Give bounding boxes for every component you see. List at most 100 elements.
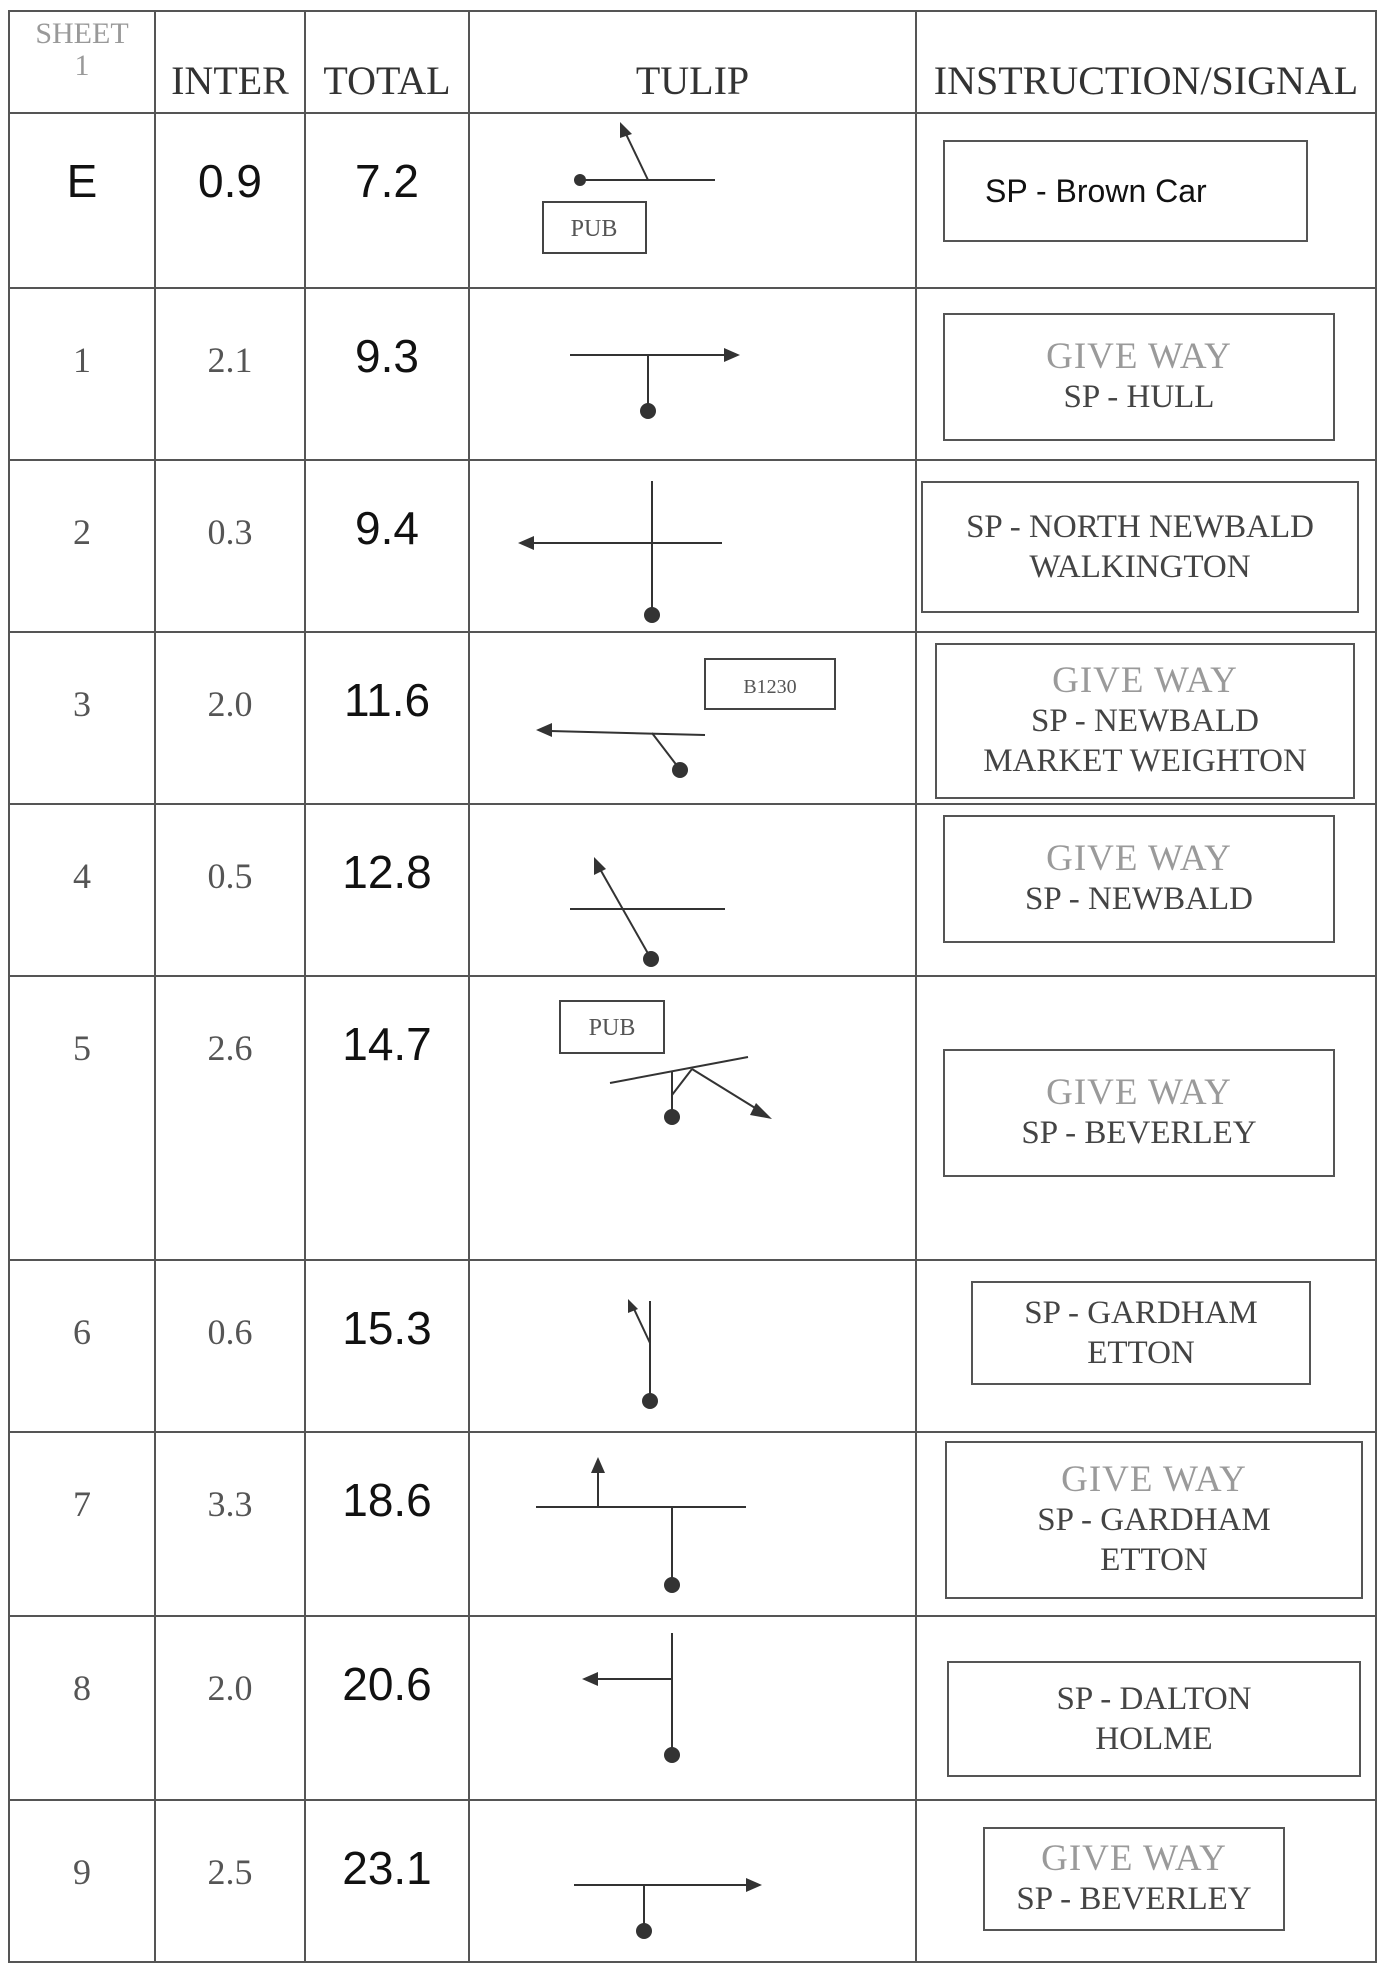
instruction-line: SP - DALTON	[1056, 1681, 1252, 1717]
instruction-cell: SP - GARDHAM ETTON	[915, 1259, 1377, 1433]
tulip-diagram	[518, 481, 722, 623]
instruction-line: SP - BEVERLEY	[1021, 1115, 1257, 1151]
instruction-box: GIVE WAY SP - NEWBALD	[943, 815, 1335, 943]
inter-value: 0.9	[198, 155, 262, 207]
total-header: TOTAL	[304, 10, 470, 114]
step-value: 8	[73, 1668, 91, 1708]
step-cell: E	[8, 112, 156, 289]
total-value: 12.8	[342, 846, 432, 898]
instruction-line: SP - GARDHAM	[1024, 1295, 1258, 1331]
inter-value: 0.3	[207, 512, 253, 552]
sign-label: PUB	[589, 1015, 636, 1041]
give-way-label: GIVE WAY	[1052, 660, 1238, 701]
table-row: 1 2.1 9.3 GIVE WAY SP - HULL	[8, 287, 1377, 461]
table-row: E 0.9 7.2 PUB SP - Brown Car	[8, 112, 1377, 289]
tulip-cell	[468, 803, 917, 977]
instruction-line: SP - NEWBALD	[1031, 703, 1259, 739]
tulip-cell: PUB	[468, 975, 917, 1261]
inter-cell: 0.6	[154, 1259, 306, 1433]
instruction-line: MARKET WEIGHTON	[983, 743, 1307, 779]
tulip-diagram	[628, 1299, 658, 1409]
table-row: 8 2.0 20.6 SP - DALTON HOLME	[8, 1615, 1377, 1801]
inter-value: 2.6	[207, 1028, 253, 1068]
step-value: 2	[73, 512, 91, 552]
total-value: 18.6	[342, 1474, 432, 1526]
table-row: 9 2.5 23.1 GIVE WAY SP - BEVERLEY	[8, 1799, 1377, 1963]
total-value: 11.6	[343, 674, 431, 726]
instruction-box: GIVE WAY SP - BEVERLEY	[983, 1827, 1285, 1931]
table-row: 5 2.6 14.7 PUB GIVE WAY SP - BEVE	[8, 975, 1377, 1261]
step-cell: 1	[8, 287, 156, 461]
instruction-line: SP - BEVERLEY	[1016, 1881, 1252, 1917]
instruction-cell: GIVE WAY SP - BEVERLEY	[915, 975, 1377, 1261]
step-cell: 2	[8, 459, 156, 633]
inter-cell: 2.1	[154, 287, 306, 461]
instruction-cell: GIVE WAY SP - BEVERLEY	[915, 1799, 1377, 1963]
step-value: 4	[73, 856, 91, 896]
instruction-cell: SP - Brown Car	[915, 112, 1377, 289]
sheet-header: SHEET 1	[8, 10, 156, 114]
inter-cell: 2.0	[154, 1615, 306, 1801]
instruction-cell: SP - DALTON HOLME	[915, 1615, 1377, 1801]
inter-cell: 3.3	[154, 1431, 306, 1617]
inter-cell: 2.0	[154, 631, 306, 805]
tulip-diagram	[582, 1633, 680, 1763]
step-value: E	[66, 155, 98, 207]
total-value: 7.2	[355, 155, 419, 207]
total-cell: 7.2	[304, 112, 470, 289]
instruction-cell: GIVE WAY SP - HULL	[915, 287, 1377, 461]
inter-cell: 0.3	[154, 459, 306, 633]
instruction-line: SP - NORTH NEWBALD	[966, 509, 1314, 545]
step-cell: 6	[8, 1259, 156, 1433]
tulip-diagram: PUB	[559, 1000, 772, 1125]
instruction-box: SP - NORTH NEWBALD WALKINGTON	[921, 481, 1359, 613]
total-cell: 15.3	[304, 1259, 470, 1433]
total-cell: 9.3	[304, 287, 470, 461]
tulip-header: TULIP	[468, 10, 917, 114]
instruction-box: GIVE WAY SP - BEVERLEY	[943, 1049, 1335, 1177]
tulip-diagram	[570, 348, 740, 419]
total-value: 23.1	[342, 1842, 432, 1894]
total-cell: 18.6	[304, 1431, 470, 1617]
step-value: 1	[73, 340, 91, 380]
total-value: 9.4	[355, 502, 419, 554]
total-value: 20.6	[342, 1658, 432, 1710]
inter-value: 2.5	[207, 1852, 253, 1892]
instruction-cell: GIVE WAY SP - GARDHAM ETTON	[915, 1431, 1377, 1617]
total-cell: 23.1	[304, 1799, 470, 1963]
tulip-cell	[468, 1799, 917, 1963]
instruction-box: SP - Brown Car	[943, 140, 1308, 242]
step-cell: 4	[8, 803, 156, 977]
give-way-label: GIVE WAY	[1046, 838, 1232, 879]
instruction-box: GIVE WAY SP - HULL	[943, 313, 1335, 441]
give-way-label: GIVE WAY	[1061, 1459, 1247, 1500]
step-cell: 3	[8, 631, 156, 805]
inter-value: 3.3	[207, 1484, 253, 1524]
inter-value: 0.6	[207, 1312, 253, 1352]
inter-value: 2.0	[207, 684, 253, 724]
sheet-header-number: 1	[74, 49, 90, 82]
instruction-cell: SP - NORTH NEWBALD WALKINGTON	[915, 459, 1377, 633]
tulip-cell: B1230	[468, 631, 917, 805]
instruction-box: SP - GARDHAM ETTON	[971, 1281, 1311, 1385]
total-cell: 9.4	[304, 459, 470, 633]
sheet-header-label: SHEET	[35, 17, 129, 50]
instruction-box: GIVE WAY SP - NEWBALD MARKET WEIGHTON	[935, 643, 1355, 799]
step-cell: 5	[8, 975, 156, 1261]
tulip-diagram	[574, 1878, 762, 1939]
instruction-line: SP - HULL	[1063, 379, 1215, 415]
instruction-box: SP - DALTON HOLME	[947, 1661, 1361, 1777]
inter-value: 0.5	[207, 856, 253, 896]
instruction-cell: GIVE WAY SP - NEWBALD	[915, 803, 1377, 977]
instruction-line: ETTON	[1100, 1542, 1208, 1578]
tulip-cell	[468, 459, 917, 633]
table-row: 7 3.3 18.6 GIVE WAY SP - GARDHAM ETTON	[8, 1431, 1377, 1617]
inter-cell: 2.5	[154, 1799, 306, 1963]
tulip-diagram	[536, 1457, 746, 1593]
step-cell: 7	[8, 1431, 156, 1617]
give-way-label: GIVE WAY	[1046, 336, 1232, 377]
total-cell: 12.8	[304, 803, 470, 977]
step-value: 6	[73, 1312, 91, 1352]
tulip-cell	[468, 1259, 917, 1433]
instruction-line: ETTON	[1087, 1335, 1195, 1371]
